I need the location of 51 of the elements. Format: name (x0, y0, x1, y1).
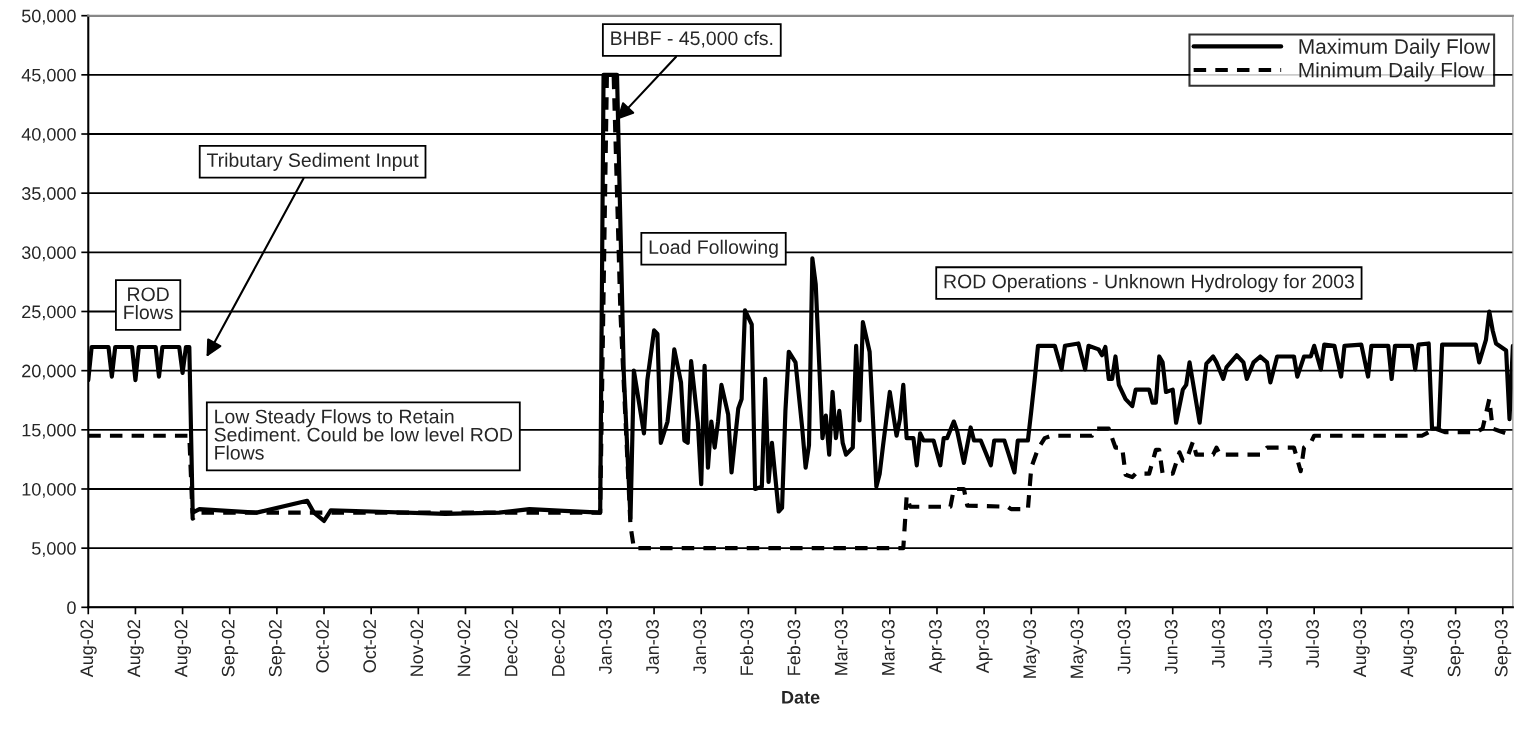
x-tick-label: Jun-03 (1164, 619, 1178, 675)
x-tick-label: Jan-03 (646, 619, 659, 675)
annotation: Load Following (649, 239, 778, 258)
y-tick-label: 10,000 (22, 482, 76, 498)
y-tick-label: 30,000 (21, 246, 76, 262)
x-tick-label: Jul-03 (1305, 619, 1320, 669)
y-tick-label: 0 (67, 601, 76, 615)
annotation: ROD Flows (124, 287, 173, 320)
x-tick-label: Oct-02 (363, 620, 377, 673)
legend-label: Minimum Daily Flow (1299, 62, 1485, 82)
x-tick-label: Aug-03 (1400, 619, 1417, 678)
y-tick-label: 50,000 (21, 9, 76, 25)
annotation: Tributary Sediment Input (206, 152, 419, 171)
x-tick-label: Apr-03 (929, 619, 946, 674)
x-tick-label: Mar-03 (881, 619, 895, 675)
x-tick-label: May-03 (1023, 619, 1040, 678)
y-tick-label: 45,000 (21, 68, 76, 84)
x-tick-label: Nov-02 (410, 620, 424, 676)
x-tick-label: Nov-02 (457, 620, 471, 676)
x-tick-label: May-03 (1070, 619, 1087, 678)
x-tick-label: Jul-03 (1211, 619, 1225, 669)
x-tick-label: Aug-02 (127, 620, 144, 678)
x-tick-label: Aug-02 (80, 620, 97, 678)
y-tick-label: 5,000 (32, 542, 76, 557)
y-tick-label: 40,000 (21, 127, 76, 143)
y-tick-label: 15,000 (22, 423, 76, 439)
x-tick-label: Feb-03 (787, 619, 801, 675)
x-tick-label: Jan-03 (598, 619, 612, 675)
x-tick-label: Jun-03 (1117, 619, 1131, 675)
x-tick-label: Sep-03 (1494, 619, 1512, 677)
annotation: ROD Operations - Unknown Hydrology for 2003 (944, 274, 1354, 293)
x-tick-label: Sep-03 (1447, 619, 1465, 677)
annotation: Low Steady Flows to Retain Sediment. Could be low level ROD Flows (214, 409, 513, 460)
x-tick-label: Dec-02 (551, 620, 565, 676)
x-tick-label: Aug-03 (1353, 619, 1370, 678)
x-tick-label: Jan-03 (693, 619, 707, 675)
x-tick-label: Aug-02 (174, 620, 191, 678)
x-tick-label: Mar-03 (834, 619, 848, 675)
annotation: BHBF - 45,000 cfs. (611, 30, 773, 48)
y-tick-label: 25,000 (22, 305, 76, 321)
x-tick-label: Dec-02 (504, 620, 518, 676)
x-tick-label: Jul-03 (1258, 619, 1272, 669)
x-tick-label: Feb-03 (739, 619, 754, 675)
x-tick-label: Sep-02 (221, 620, 239, 677)
x-tick-label: Oct-02 (316, 620, 329, 673)
x-tick-label: Apr-03 (976, 619, 993, 674)
y-tick-label: 20,000 (22, 364, 76, 380)
y-tick-label: 35,000 (21, 187, 76, 203)
legend-label: Maximum Daily Flow (1299, 38, 1491, 59)
x-tick-label: Sep-02 (268, 620, 286, 677)
x-axis-title: Date (782, 691, 820, 704)
